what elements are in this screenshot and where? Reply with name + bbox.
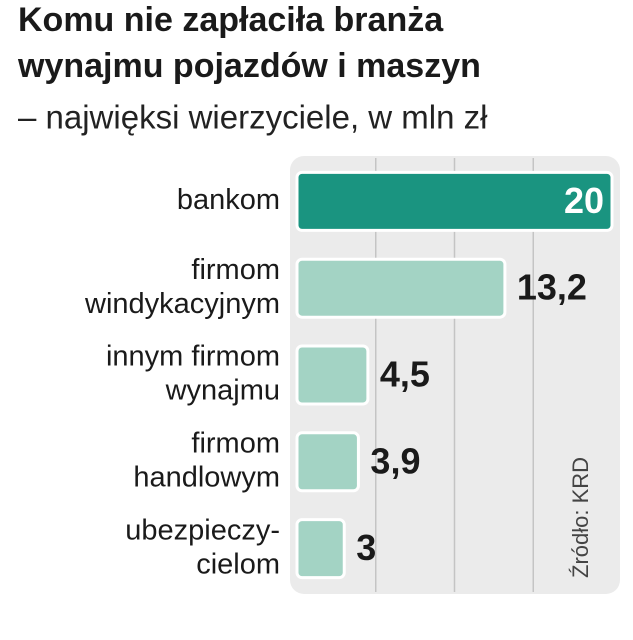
category-label: bankom — [177, 184, 280, 216]
category-label: wynajmu — [165, 375, 280, 407]
bar — [295, 431, 360, 493]
chart-title: Komu nie zapłaciła branża — [18, 1, 444, 39]
value-label: 13,2 — [517, 267, 587, 308]
category-label: ubezpieczy- — [125, 514, 280, 546]
category-label: firmom — [191, 254, 280, 286]
chart-title: wynajmu pojazdów i maszyn — [17, 47, 481, 85]
bar — [295, 170, 614, 232]
bar — [295, 518, 346, 580]
source: Źródło: KRD — [568, 457, 593, 578]
value-label: 3 — [356, 527, 376, 568]
bar — [295, 344, 370, 406]
value-label: 20 — [564, 180, 604, 221]
category-label: innym firmom — [106, 341, 280, 373]
bar — [295, 257, 507, 319]
value-label: 4,5 — [380, 354, 430, 395]
chart-subtitle: – najwięksi wierzyciele, w mln zł — [18, 99, 488, 136]
value-label: 3,9 — [370, 440, 420, 481]
category-label: handlowym — [133, 461, 280, 493]
category-label: firmom — [191, 427, 280, 459]
category-label: cielom — [196, 548, 280, 580]
category-label: windykacyjnym — [84, 288, 280, 320]
